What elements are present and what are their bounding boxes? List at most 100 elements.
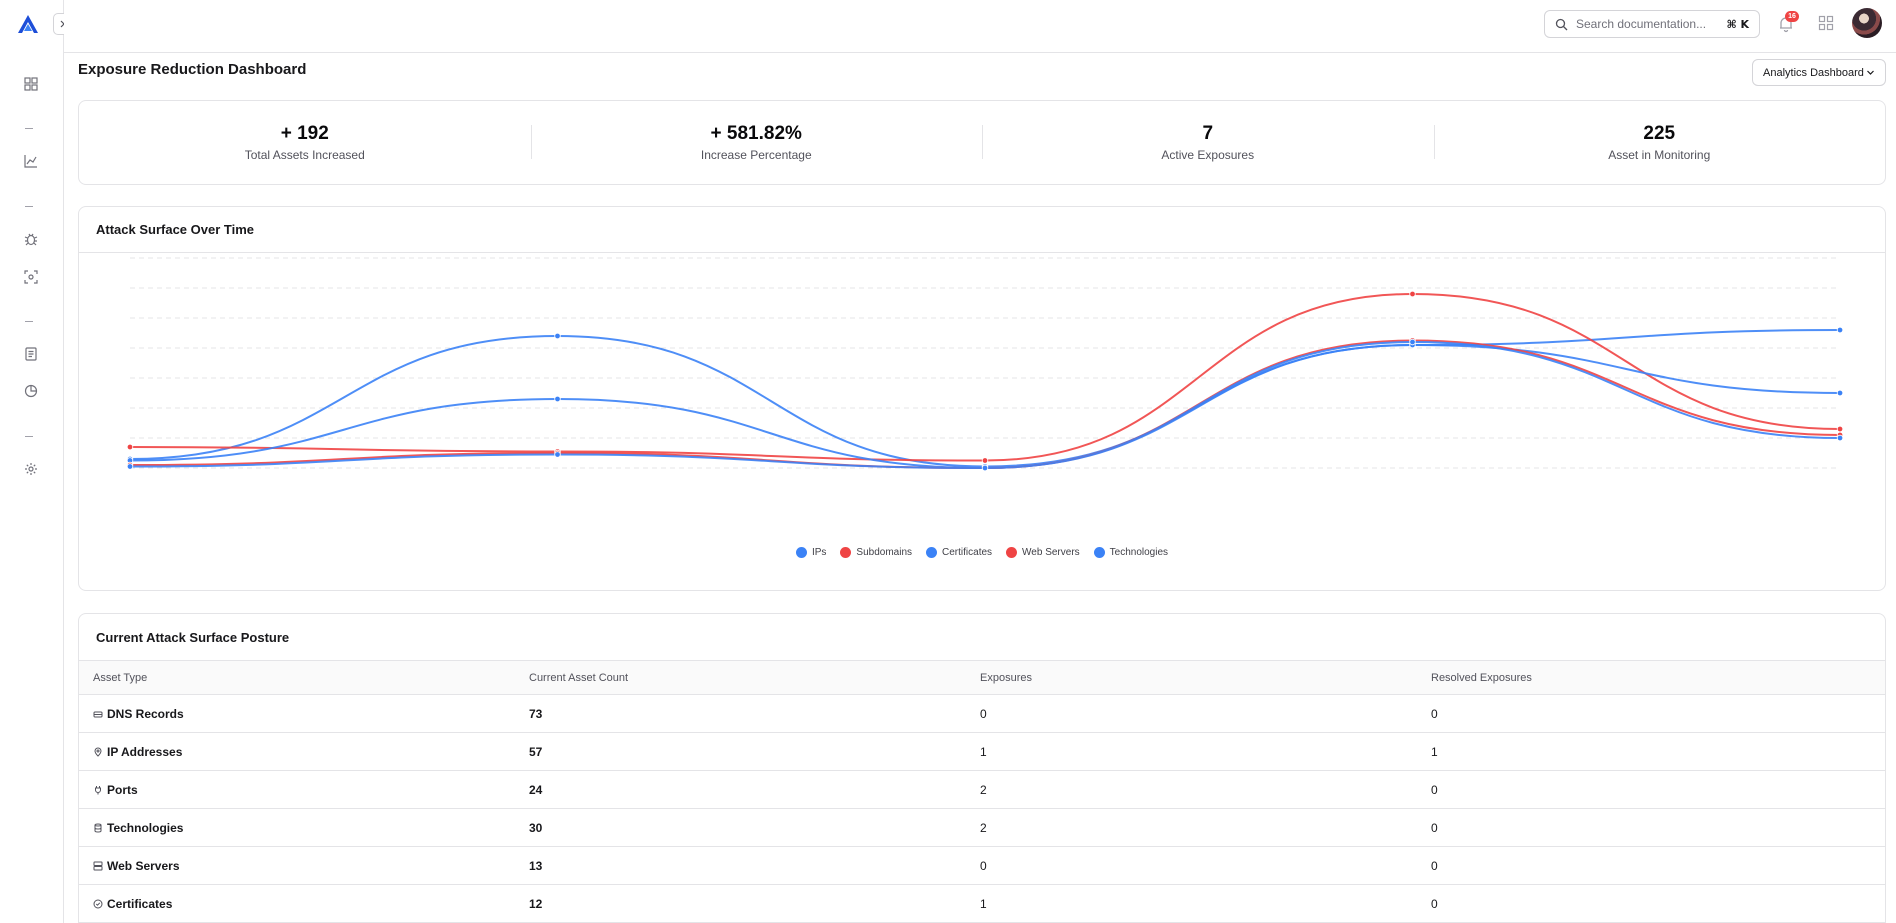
chevron-down-icon: [1867, 70, 1874, 75]
stat-label: Total Assets Increased: [244, 148, 365, 162]
table-row[interactable]: Web Servers 13 0 0: [79, 846, 1885, 885]
exposures: 0: [980, 694, 1431, 733]
data-point[interactable]: [1836, 326, 1844, 334]
topbar: [64, 0, 1896, 53]
pie-chart-icon[interactable]: [23, 383, 39, 399]
asset-type: Ports: [107, 782, 138, 797]
data-point[interactable]: [1836, 434, 1844, 442]
plug-icon: [95, 785, 101, 794]
resolved-exposures: 1: [1431, 732, 1885, 771]
data-point[interactable]: [981, 464, 989, 472]
report-icon[interactable]: [23, 346, 39, 362]
series-line-technologies[interactable]: [129, 340, 1841, 470]
attack-surface-posture-card: Current Attack Surface Posture Asset Typ…: [78, 613, 1886, 923]
stat-label: Asset in Monitoring: [1608, 148, 1711, 162]
table-row[interactable]: DNS Records 73 0 0: [79, 694, 1885, 733]
scan-icon[interactable]: [23, 269, 39, 285]
asset-count: 13: [529, 846, 980, 885]
legend-label: Technologies: [1109, 547, 1169, 558]
table-row[interactable]: Ports 24 2 0: [79, 770, 1885, 809]
legend-item[interactable]: IPs: [795, 547, 827, 558]
legend-dot: [1006, 547, 1018, 558]
bug-icon[interactable]: [23, 231, 39, 247]
database-icon: [94, 823, 102, 832]
sidebar-divider: [25, 128, 33, 129]
stats-card: + 192 Total Assets Increased + 581.82% I…: [78, 100, 1886, 185]
settings-gear-icon[interactable]: [23, 461, 39, 477]
attack-surface-chart-card: Attack Surface Over Time IPs Subdomains Ce…: [78, 206, 1886, 591]
resolved-exposures: 0: [1431, 884, 1885, 923]
resolved-exposures: 0: [1431, 808, 1885, 847]
asset-type: Technologies: [107, 820, 184, 835]
table-header-row: Asset Type Current Asset Count Exposures…: [79, 660, 1885, 695]
resolved-exposures: 0: [1431, 846, 1885, 885]
data-point[interactable]: [126, 443, 134, 451]
data-point[interactable]: [981, 457, 989, 464]
dashboard-select[interactable]: Analytics Dashboard: [1752, 59, 1886, 86]
exposures: 1: [980, 884, 1431, 923]
sidebar-divider: [25, 321, 33, 322]
series-line-ips[interactable]: [129, 329, 1841, 468]
table-row[interactable]: Certificates 12 1 0: [79, 884, 1885, 923]
asset-type: Certificates: [107, 896, 173, 911]
chart-card-title: Attack Surface Over Time: [79, 207, 1885, 253]
table-row[interactable]: IP Addresses 57 1 1: [79, 732, 1885, 771]
legend-item[interactable]: Certificates: [926, 547, 992, 558]
table-card-title: Current Attack Surface Posture: [96, 629, 290, 645]
exposures: 1: [980, 732, 1431, 771]
apps-grid-icon[interactable]: [1818, 15, 1834, 31]
legend-label: IPs: [811, 547, 827, 558]
stat-label: Increase Percentage: [700, 148, 812, 162]
legend-item[interactable]: Web Servers: [1006, 547, 1080, 558]
dashboard-select-value: Analytics Dashboard: [1763, 66, 1864, 79]
legend-item[interactable]: Subdomains: [840, 547, 912, 558]
asset-type: Web Servers: [107, 858, 180, 873]
legend-dot: [795, 547, 807, 558]
data-point[interactable]: [554, 332, 561, 340]
notification-badge: 16: [1785, 11, 1799, 22]
legend-dot: [926, 547, 938, 558]
search-input[interactable]: Search documentation... ⌘ K: [1544, 10, 1760, 38]
header-asset-count[interactable]: Current Asset Count: [529, 660, 980, 695]
sidebar: [0, 0, 64, 923]
legend-item[interactable]: Technologies: [1093, 547, 1169, 558]
location-pin-icon: [94, 747, 102, 757]
stat-label: Active Exposures: [1161, 148, 1255, 162]
header-resolved[interactable]: Resolved Exposures: [1431, 660, 1885, 695]
data-point[interactable]: [554, 395, 561, 403]
stat-total-assets: + 192 Total Assets Increased: [79, 123, 531, 162]
exposures: 0: [980, 846, 1431, 885]
data-point[interactable]: [126, 463, 134, 470]
series-line-subdomains[interactable]: [129, 292, 1841, 462]
chart-icon[interactable]: [23, 153, 39, 169]
exposures: 2: [980, 808, 1431, 847]
legend-dot: [1093, 547, 1105, 558]
asset-type: DNS Records: [107, 706, 184, 721]
table-row[interactable]: Technologies 30 2 0: [79, 808, 1885, 847]
resolved-exposures: 0: [1431, 770, 1885, 809]
data-point[interactable]: [1409, 338, 1416, 346]
header-exposures[interactable]: Exposures: [980, 660, 1431, 695]
exposures: 2: [980, 770, 1431, 809]
asset-count: 57: [529, 732, 980, 771]
stat-value: + 581.82%: [710, 123, 802, 144]
sidebar-divider: [25, 436, 33, 437]
data-point[interactable]: [1836, 425, 1844, 433]
asset-count: 30: [529, 808, 980, 847]
stat-increase-percentage: + 581.82% Increase Percentage: [530, 123, 983, 162]
user-avatar[interactable]: [1852, 8, 1882, 38]
asset-count: 24: [529, 770, 980, 809]
header-asset-type[interactable]: Asset Type: [79, 660, 529, 695]
stat-value: 7: [1202, 123, 1214, 144]
legend-label: Web Servers: [1022, 547, 1080, 558]
data-point[interactable]: [554, 451, 561, 458]
chart-legend: IPs Subdomains Certificates Web Servers Tech…: [79, 547, 1885, 558]
logo-icon[interactable]: [17, 14, 39, 34]
stat-active-exposures: 7 Active Exposures: [982, 123, 1434, 162]
dashboard-grid-icon[interactable]: [23, 76, 39, 92]
data-point[interactable]: [1409, 290, 1416, 298]
legend-dot: [840, 547, 852, 558]
data-point[interactable]: [1836, 389, 1844, 397]
asset-count: 73: [529, 694, 980, 733]
asset-type: IP Addresses: [107, 744, 183, 759]
